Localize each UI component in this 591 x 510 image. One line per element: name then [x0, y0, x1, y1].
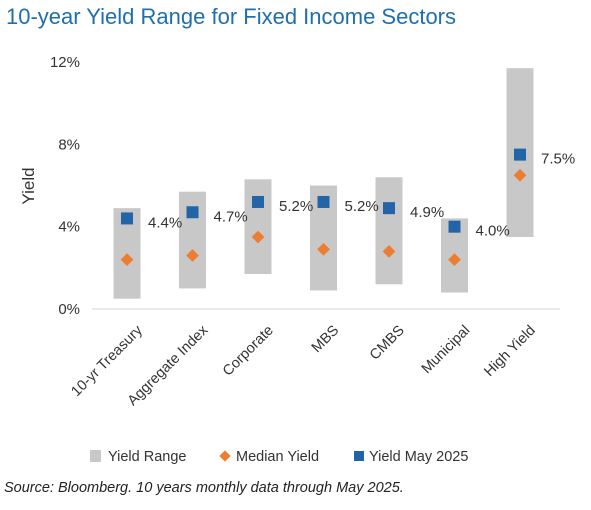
- legend-label-current: Yield May 2025: [369, 449, 468, 465]
- median-marker: [382, 245, 396, 258]
- range-bar: [179, 191, 206, 289]
- value-labels: 4.4% 4.7% 5.2% 5.2% 4.9% 4.0% 7.5%: [148, 151, 575, 240]
- value-label: 4.0%: [476, 223, 510, 240]
- median-marker: [251, 230, 265, 244]
- range-bars: [113, 68, 534, 299]
- value-label: 5.2%: [279, 198, 313, 215]
- legend-label-median: Median Yield: [236, 449, 319, 465]
- value-label: 4.4%: [148, 214, 182, 231]
- value-label: 4.7%: [214, 208, 248, 225]
- source-note: Source: Bloomberg. 10 years monthly data…: [4, 480, 404, 496]
- value-label: 4.9%: [410, 204, 444, 221]
- x-tick-label: Municipal: [419, 323, 474, 378]
- current-yield-marker: [514, 148, 526, 161]
- current-yield-marker: [383, 202, 395, 215]
- y-tick-label: 4%: [58, 219, 80, 236]
- x-tick-label: Corporate: [220, 323, 277, 380]
- range-bar: [375, 177, 403, 285]
- value-label: 5.2%: [345, 198, 379, 215]
- value-label: 7.5%: [541, 151, 575, 168]
- current-yield-marker: [252, 195, 264, 208]
- y-tick-label: 8%: [58, 136, 80, 153]
- x-tick-label: MBS: [309, 323, 343, 357]
- chart-title: 10-year Yield Range for Fixed Income Sec…: [6, 4, 457, 29]
- y-axis-label: Yield: [19, 167, 38, 204]
- legend-swatch-median: [219, 450, 231, 462]
- y-tick-label: 0%: [58, 301, 80, 318]
- range-bar: [244, 179, 272, 275]
- x-tick-label: CMBS: [367, 323, 408, 364]
- current-yield-marker: [317, 195, 330, 208]
- median-marker: [448, 253, 461, 266]
- median-marker: [317, 242, 330, 256]
- x-tick-label: High Yield: [481, 323, 538, 380]
- legend-swatch-range: [90, 450, 101, 462]
- current-yield-marker: [186, 206, 199, 219]
- legend-label-range: Yield Range: [108, 449, 186, 465]
- y-axis: 0% 4% 8% 12%: [50, 54, 80, 318]
- legend-swatch-current: [354, 451, 364, 461]
- median-markers: [120, 168, 527, 266]
- current-yield-marker: [448, 220, 461, 233]
- current-yield-marker: [121, 212, 133, 225]
- current-yield-markers: [121, 148, 526, 233]
- legend: Yield Range Median Yield Yield May 2025: [90, 449, 468, 465]
- y-tick-label: 12%: [50, 54, 80, 71]
- median-marker: [186, 249, 199, 262]
- median-marker: [120, 253, 134, 266]
